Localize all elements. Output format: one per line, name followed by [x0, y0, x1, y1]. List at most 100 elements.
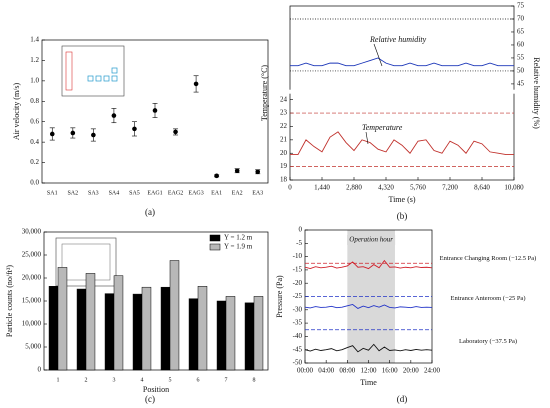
bar: [141, 286, 152, 371]
bar: [104, 293, 115, 371]
y2-tick-label: 65: [517, 28, 525, 36]
x-tick-label: 0: [288, 184, 292, 192]
series-line: [304, 259, 433, 270]
x-tick-label: 4,320: [378, 184, 394, 192]
x-axis-label: Time: [360, 378, 377, 387]
plot-frame: [41, 39, 269, 184]
y-tick-label: 0.0: [30, 179, 39, 187]
y-tick-label: 20,000: [22, 274, 42, 282]
y2-tick-label: 45: [517, 80, 525, 88]
bar: [85, 273, 96, 371]
y-tick-label: -25: [293, 292, 303, 300]
legend-label: Y = 1.2 m: [224, 234, 253, 242]
y-tick-label: -30: [293, 305, 303, 313]
x-tick-label: EA1: [211, 190, 222, 196]
x-tick-label: SA4: [109, 190, 120, 196]
annotation-arrow: [373, 43, 383, 67]
annotation: Relative humidity: [369, 35, 427, 44]
x-tick-label: 20:00: [403, 367, 419, 375]
x-tick-label: 24:00: [424, 367, 440, 375]
point: [193, 81, 199, 87]
x-tick-label: 10,080: [504, 184, 524, 192]
y-tick-label: 19: [280, 162, 288, 170]
y2-tick-label: 50: [517, 67, 525, 75]
y-tick-label: 21: [280, 135, 288, 143]
x-tick-label: 1,440: [314, 184, 330, 192]
panel-label: (b): [397, 211, 408, 221]
x-tick-label: 1: [57, 377, 60, 383]
y2-tick-label: 70: [517, 15, 525, 23]
plot-frame: [289, 5, 515, 181]
y-tick-label: 10,000: [22, 320, 42, 328]
y-tick-label: -20: [293, 279, 303, 287]
x-tick-label: EAG3: [188, 190, 203, 196]
bar: [160, 286, 171, 371]
x-tick-label: 08:00: [339, 367, 355, 375]
y-axis-label: Air velocity (m/s): [12, 83, 21, 141]
y-tick-label: -5: [296, 239, 302, 247]
series-label: Entrance Changing Room (−12.5 Pa): [439, 255, 537, 263]
bar: [188, 298, 199, 371]
y2-tick-label: 55: [517, 54, 525, 62]
y-tick-label: -40: [293, 332, 303, 340]
point: [49, 131, 55, 137]
series-line: [304, 343, 433, 353]
inset-a: [61, 45, 125, 97]
y2-tick-label: 75: [517, 2, 525, 10]
x-tick-label: 2,880: [346, 184, 362, 192]
highlight-label-bg: [347, 235, 396, 245]
x-tick-label: 8,640: [474, 184, 490, 192]
bar: [169, 260, 180, 371]
series-line: [290, 131, 514, 156]
y-tick-label: 1.4: [30, 36, 39, 44]
y-tick-label: 5,000: [25, 343, 41, 351]
y-tick-label: -10: [293, 252, 303, 260]
y-tick-label: 0: [38, 366, 42, 374]
point: [111, 113, 117, 118]
x-axis-label: Position: [143, 385, 169, 394]
y-axis-label: Temperature (°C): [260, 65, 269, 122]
panel-label: (d): [397, 394, 408, 404]
y-tick-label: -50: [293, 359, 303, 367]
y-tick-label: -45: [293, 345, 303, 353]
y-tick-label: 0.6: [30, 117, 39, 125]
series-label: Entrance Anteroom (−25 Pa): [450, 295, 526, 303]
y-tick-label: 1.0: [30, 76, 39, 84]
bar: [244, 302, 255, 371]
legend-swatch: [209, 234, 221, 242]
y-tick-label: 1.2: [30, 56, 39, 64]
y-tick-label: 0.4: [30, 138, 39, 146]
x-tick-label: 4: [141, 377, 144, 383]
x-tick-label: EA2: [232, 190, 243, 196]
y-tick-label: 23: [280, 109, 288, 117]
axis-break: [511, 89, 517, 94]
x-tick-label: 6: [197, 377, 200, 383]
x-tick-label: 2: [85, 377, 88, 383]
y-tick-label: 30,000: [22, 228, 42, 236]
point: [255, 169, 261, 175]
bar: [76, 288, 87, 371]
bar: [113, 275, 124, 371]
x-tick-label: 04:00: [318, 367, 334, 375]
series-line: [304, 303, 433, 309]
panel-label: (c): [145, 394, 155, 404]
point: [214, 173, 219, 179]
bar: [132, 293, 143, 371]
series-label: Laboratory (−37.5 Pa): [459, 337, 517, 345]
bar: [57, 267, 68, 371]
point: [132, 126, 137, 132]
x-tick-label: SA5: [129, 190, 140, 196]
x-tick-label: 00:00: [297, 367, 313, 375]
bar: [197, 286, 208, 371]
x-tick-label: 3: [113, 377, 116, 383]
y2-axis-label: Relative humidity (%): [532, 57, 541, 129]
x-tick-label: 12:00: [361, 367, 377, 375]
y-tick-label: 15,000: [22, 297, 42, 305]
highlight-label: Operation hour: [349, 236, 393, 244]
y-tick-label: -15: [293, 266, 303, 274]
x-tick-label: EA3: [252, 190, 263, 196]
y2-tick-label: 60: [517, 41, 525, 49]
x-tick-label: 7,200: [442, 184, 458, 192]
